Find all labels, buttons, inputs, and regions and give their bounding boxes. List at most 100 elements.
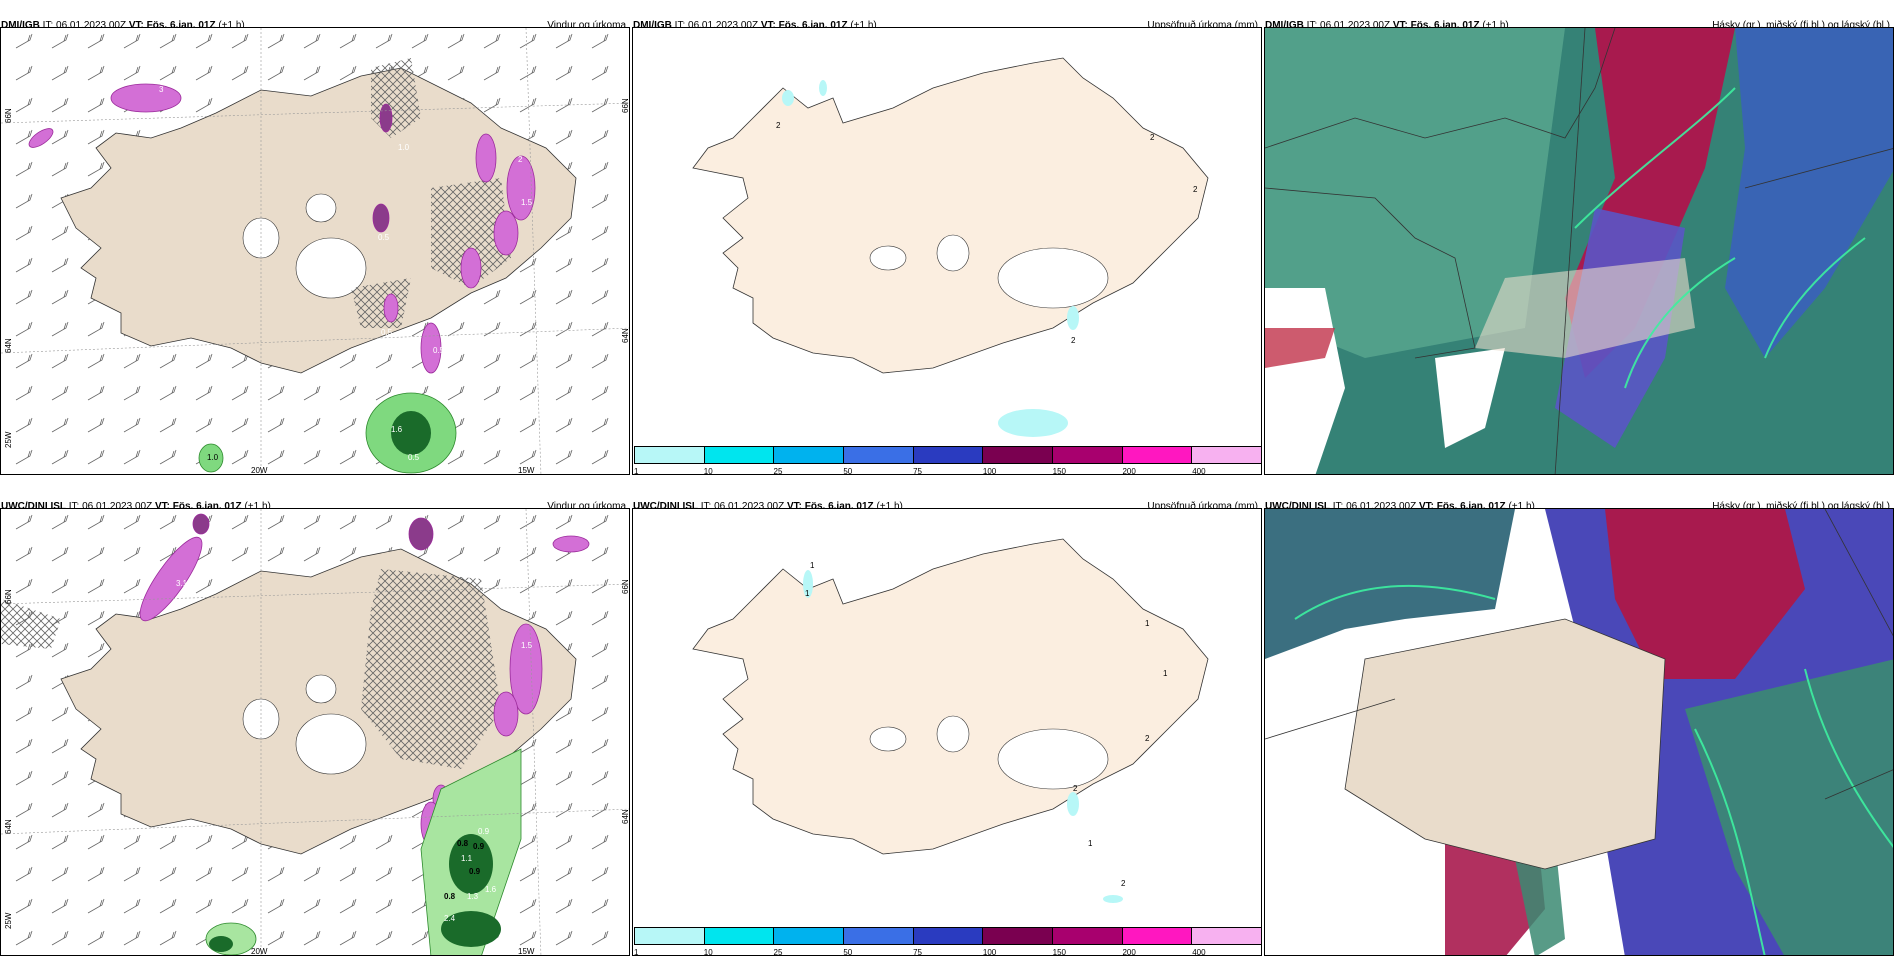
wind-barb — [51, 642, 69, 658]
colorbar-segment — [913, 928, 984, 944]
wind-barb — [447, 65, 465, 81]
colorbar-segment — [635, 928, 705, 944]
wind-barb — [447, 33, 465, 49]
wind-barb — [555, 738, 573, 754]
wind-barb — [159, 449, 177, 465]
wind-barb — [519, 546, 537, 562]
colorbar-tick: 150 — [1052, 467, 1067, 476]
panel-title: Vindur og úrkoma — [547, 20, 626, 31]
wind-barb — [555, 225, 573, 241]
wind-barb — [591, 193, 609, 209]
wind-barb — [51, 33, 69, 49]
colorbar-tick: 200 — [1122, 948, 1136, 957]
wind-barb — [303, 514, 321, 530]
wind-barb — [159, 417, 177, 433]
wind-barb — [339, 353, 357, 369]
wind-barb — [87, 930, 105, 946]
colorbar-segment — [1053, 447, 1123, 463]
wind-barb — [87, 546, 105, 562]
panel-accum-precip-uwc: UWC/DINI ISL IT: 06.01.2023 00Z VT: Fös.… — [632, 493, 1262, 957]
wind-barb — [15, 898, 33, 914]
wind-barb — [555, 129, 573, 145]
wind-barb — [231, 65, 249, 81]
wind-barb — [591, 642, 609, 658]
accum-label: 1 — [805, 589, 810, 598]
wind-barb — [339, 866, 357, 882]
wind-barb — [591, 225, 609, 241]
colorbar-tick: 100 — [982, 948, 997, 957]
colorbar-segment — [774, 447, 845, 463]
wind-barb — [267, 514, 285, 530]
wind-barb — [123, 385, 141, 401]
wind-barb — [591, 385, 609, 401]
wind-barb — [591, 65, 609, 81]
lat-label: 66N — [4, 108, 13, 123]
wind-barb — [339, 385, 357, 401]
colorbar-ticks: 1 10 25 50 75 100 150 200 400 — [633, 466, 1261, 476]
wind-barb — [519, 353, 537, 369]
wind-barb — [483, 321, 501, 337]
lat-label: 64N — [4, 338, 13, 353]
precip-label: 3.1 — [176, 579, 188, 588]
precip-label: 0.8 — [457, 839, 469, 848]
wind-barb — [159, 930, 177, 946]
wind-barb — [519, 514, 537, 530]
panel-header: UWC/DINI ISL IT: 06.01.2023 00Z VT: Fös.… — [1, 501, 626, 512]
wind-barb — [303, 417, 321, 433]
wind-barb — [51, 129, 69, 145]
glacier — [997, 247, 1109, 309]
glacier — [295, 713, 367, 775]
wind-barb — [375, 930, 393, 946]
wind-barb — [123, 546, 141, 562]
wind-barb — [555, 353, 573, 369]
wind-barb — [591, 578, 609, 594]
wind-barb — [555, 289, 573, 305]
wind-barb — [519, 770, 537, 786]
wind-barb — [123, 514, 141, 530]
wind-barb — [555, 770, 573, 786]
wind-barb — [555, 65, 573, 81]
wind-barb — [87, 129, 105, 145]
wind-barb — [15, 706, 33, 722]
wind-barb — [15, 449, 33, 465]
wind-barb — [15, 129, 33, 145]
wind-barb — [519, 321, 537, 337]
wind-barb — [591, 449, 609, 465]
accum-map: 2 2 2 2 — [632, 27, 1262, 475]
wind-barb — [87, 385, 105, 401]
wind-barb — [51, 514, 69, 530]
wind-barb — [303, 449, 321, 465]
wind-barb — [15, 257, 33, 273]
wind-barb — [15, 321, 33, 337]
wind-barb — [591, 866, 609, 882]
wind-barb — [123, 898, 141, 914]
wind-barb — [591, 289, 609, 305]
colorbar-segment — [1192, 447, 1261, 463]
glacier — [869, 726, 907, 752]
accum-map: 1 1 1 1 2 2 1 2 — [632, 508, 1262, 956]
wind-barb — [303, 866, 321, 882]
wind-barb — [519, 834, 537, 850]
colorbar-ticks: 1 10 25 50 75 100 150 200 400 — [633, 947, 1261, 957]
wind-barb — [267, 930, 285, 946]
wind-barb — [411, 930, 429, 946]
wind-barb — [483, 385, 501, 401]
wind-barb — [87, 161, 105, 177]
colorbar-segment — [1053, 928, 1123, 944]
wind-barb — [195, 578, 213, 594]
lat-label: 64N — [621, 809, 630, 824]
wind-barb — [483, 417, 501, 433]
wind-barb — [375, 353, 393, 369]
panel-title: Vindur og úrkoma — [547, 501, 626, 512]
wind-barb — [51, 578, 69, 594]
colorbar-segment — [774, 928, 845, 944]
colorbar-tick: 400 — [1192, 948, 1206, 957]
accum-label: 2 — [1073, 784, 1078, 793]
wind-barb — [591, 674, 609, 690]
wind-barb — [195, 834, 213, 850]
precip-label: 0.5 — [381, 328, 393, 337]
precip-label: 2.4 — [444, 914, 456, 923]
wind-barb — [267, 65, 285, 81]
lat-label: 25W — [4, 912, 13, 929]
colorbar-tick: 25 — [773, 467, 783, 476]
